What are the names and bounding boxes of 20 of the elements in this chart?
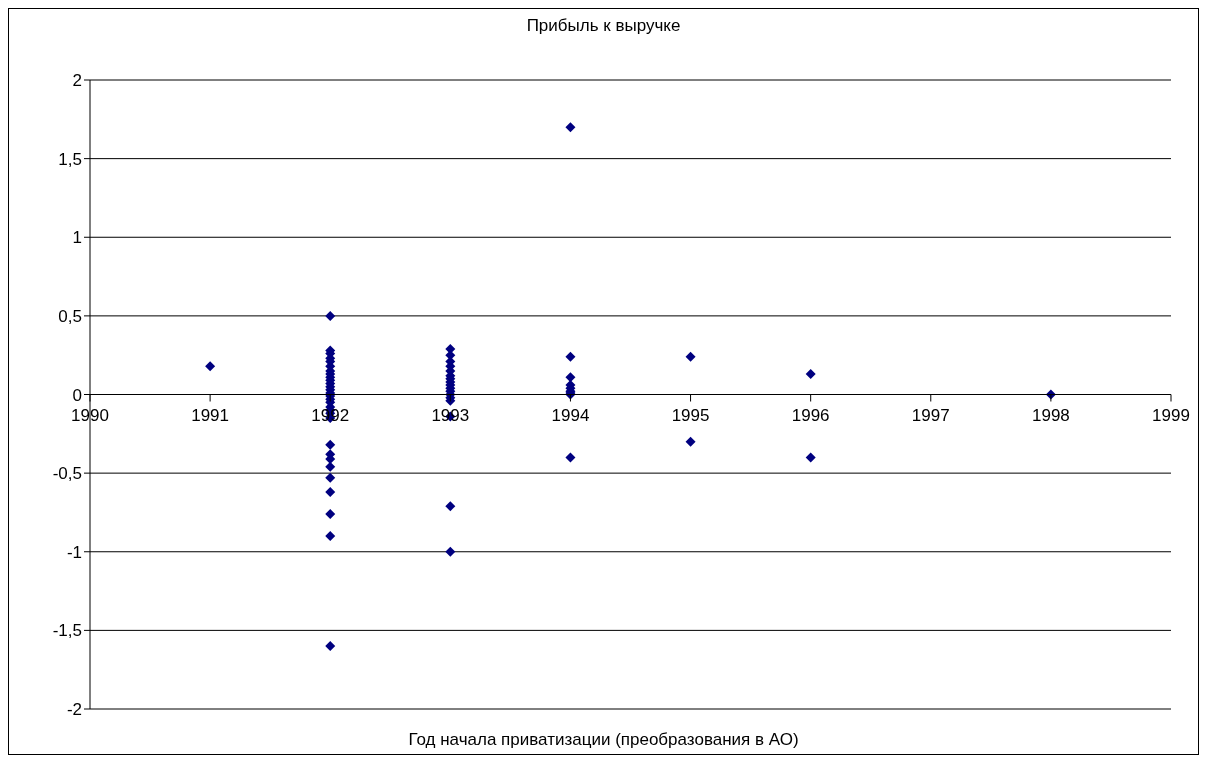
- chart-title: Прибыль к выручке: [525, 16, 682, 36]
- x-tick-label: 1994: [551, 405, 590, 425]
- x-tick-label: 1997: [911, 405, 950, 425]
- y-tick-label: 1,5: [58, 149, 82, 169]
- x-tick-label: 1998: [1031, 405, 1070, 425]
- y-tick-label: 1: [72, 228, 82, 248]
- x-tick-label: 1993: [431, 405, 470, 425]
- x-tick-label: 1999: [1152, 405, 1190, 425]
- y-tick-label: -1,5: [52, 621, 82, 641]
- x-tick-label: 1990: [71, 405, 109, 425]
- y-tick-label: 0: [72, 385, 82, 405]
- x-tick-label: 1996: [791, 405, 830, 425]
- y-tick-label: -1: [66, 542, 82, 562]
- y-tick-label: 2: [72, 71, 82, 91]
- x-tick-label: 1995: [671, 405, 710, 425]
- y-tick-label: 0,5: [58, 306, 82, 326]
- y-tick-label: -2: [66, 700, 82, 720]
- x-tick-label: 1991: [191, 405, 230, 425]
- x-axis-title: Год начала приватизации (преобразования в АО): [407, 730, 800, 750]
- y-tick-label: -0,5: [52, 464, 82, 484]
